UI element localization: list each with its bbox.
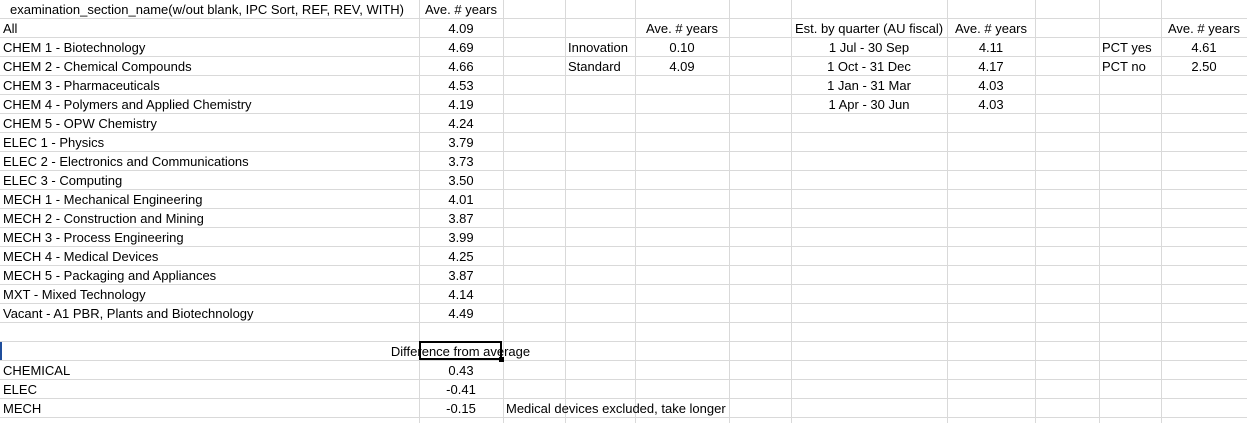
row-value-mech4[interactable]: 4.25 [448, 249, 474, 264]
gridline-horizontal [0, 379, 1247, 380]
gridline-horizontal [0, 37, 1247, 38]
gridline-horizontal [0, 151, 1247, 152]
row-label-mech1[interactable]: MECH 1 - Mechanical Engineering [3, 192, 203, 207]
gridline-vertical [729, 0, 730, 423]
quarter-value-q3[interactable]: 4.03 [978, 78, 1004, 93]
column-header-section-name[interactable]: examination_section_name(w/out blank, IP… [10, 2, 405, 17]
row-value-mech3[interactable]: 3.99 [448, 230, 474, 245]
quarter-label-q4[interactable]: 1 Apr - 30 Jun [828, 97, 910, 112]
row-label-chem2[interactable]: CHEM 2 - Chemical Compounds [3, 59, 192, 74]
quarter-value-q2[interactable]: 4.17 [978, 59, 1004, 74]
row-value-elec3[interactable]: 3.50 [448, 173, 474, 188]
gridline-horizontal [0, 75, 1247, 76]
row-label-chem5[interactable]: CHEM 5 - OPW Chemistry [3, 116, 157, 131]
gridline-horizontal [0, 113, 1247, 114]
gridline-vertical [1099, 0, 1100, 423]
gridline-vertical [419, 0, 420, 423]
gridline-horizontal [0, 341, 1247, 342]
type-header-ave-years[interactable]: Ave. # years [645, 21, 719, 36]
row-value-elec1[interactable]: 3.79 [448, 135, 474, 150]
pct-label-yes[interactable]: PCT yes [1102, 40, 1152, 55]
row-value-chem2[interactable]: 4.66 [448, 59, 474, 74]
quarter-label-q2[interactable]: 1 Oct - 31 Dec [827, 59, 911, 74]
row-marker [0, 342, 2, 360]
gridline-horizontal [0, 398, 1247, 399]
row-value-mech5[interactable]: 3.87 [448, 268, 474, 283]
row-label-all[interactable]: All [3, 21, 18, 36]
row-label-mech2[interactable]: MECH 2 - Construction and Mining [3, 211, 204, 226]
row-label-elec2[interactable]: ELEC 2 - Electronics and Communications [3, 154, 249, 169]
pct-header-ave-years[interactable]: Ave. # years [1167, 21, 1241, 36]
gridline-horizontal [0, 284, 1247, 285]
row-label-mech3[interactable]: MECH 3 - Process Engineering [3, 230, 184, 245]
quarter-header-label[interactable]: Est. by quarter (AU fiscal) [794, 21, 944, 36]
type-label-standard[interactable]: Standard [568, 59, 621, 74]
row-value-mech2[interactable]: 3.87 [448, 211, 474, 226]
type-label-innovation[interactable]: Innovation [568, 40, 628, 55]
row-value-chem5[interactable]: 4.24 [448, 116, 474, 131]
gridline-horizontal [0, 56, 1247, 57]
diff-value-elec[interactable]: -0.41 [446, 382, 476, 397]
diff-value-mech[interactable]: -0.15 [446, 401, 476, 416]
pct-value-yes[interactable]: 4.61 [1191, 40, 1217, 55]
quarter-label-q1[interactable]: 1 Jul - 30 Sep [828, 40, 910, 55]
pct-value-no[interactable]: 2.50 [1191, 59, 1217, 74]
row-value-chem4[interactable]: 4.19 [448, 97, 474, 112]
type-value-innovation[interactable]: 0.10 [669, 40, 695, 55]
gridline-vertical [947, 0, 948, 423]
difference-title[interactable]: Difference from average [390, 344, 531, 359]
quarter-label-q3[interactable]: 1 Jan - 31 Mar [827, 78, 911, 93]
gridline-horizontal [0, 322, 1247, 323]
gridline-vertical [1161, 0, 1162, 423]
row-value-chem1[interactable]: 4.69 [448, 40, 474, 55]
gridline-vertical [1035, 0, 1036, 423]
fill-handle[interactable] [499, 357, 504, 362]
quarter-value-q4[interactable]: 4.03 [978, 97, 1004, 112]
gridline-horizontal [0, 170, 1247, 171]
diff-label-mech[interactable]: MECH [3, 401, 42, 416]
quarter-header-ave-years[interactable]: Ave. # years [954, 21, 1028, 36]
gridline-vertical [565, 0, 566, 423]
gridline-horizontal [0, 208, 1247, 209]
gridline-horizontal [0, 303, 1247, 304]
gridline-horizontal [0, 94, 1247, 95]
gridline-horizontal [0, 227, 1247, 228]
row-label-mxt[interactable]: MXT - Mixed Technology [3, 287, 146, 302]
row-label-chem1[interactable]: CHEM 1 - Biotechnology [3, 40, 146, 55]
diff-value-chemical[interactable]: 0.43 [448, 363, 474, 378]
row-value-chem3[interactable]: 4.53 [448, 78, 474, 93]
gridline-horizontal [0, 189, 1247, 190]
gridline-horizontal [0, 360, 1247, 361]
row-value-mxt[interactable]: 4.14 [448, 287, 474, 302]
diff-note-mech[interactable]: Medical devices excluded, take longer [506, 401, 726, 416]
gridline-vertical [635, 0, 636, 423]
row-value-all[interactable]: 4.09 [448, 21, 474, 36]
row-label-vacant[interactable]: Vacant - A1 PBR, Plants and Biotechnolog… [3, 306, 254, 321]
gridline-horizontal [0, 18, 1247, 19]
gridline-horizontal [0, 417, 1247, 418]
row-label-elec1[interactable]: ELEC 1 - Physics [3, 135, 105, 150]
gridline-vertical [503, 0, 504, 423]
gridline-vertical [791, 0, 792, 423]
row-value-vacant[interactable]: 4.49 [448, 306, 474, 321]
row-value-mech1[interactable]: 4.01 [448, 192, 474, 207]
row-label-chem3[interactable]: CHEM 3 - Pharmaceuticals [3, 78, 160, 93]
diff-label-chemical[interactable]: CHEMICAL [3, 363, 71, 378]
pct-label-no[interactable]: PCT no [1102, 59, 1146, 74]
gridline-horizontal [0, 265, 1247, 266]
diff-label-elec[interactable]: ELEC [3, 382, 37, 397]
row-value-elec2[interactable]: 3.73 [448, 154, 474, 169]
row-label-elec3[interactable]: ELEC 3 - Computing [3, 173, 123, 188]
quarter-value-q1[interactable]: 4.11 [978, 40, 1004, 55]
gridline-horizontal [0, 132, 1247, 133]
row-label-mech4[interactable]: MECH 4 - Medical Devices [3, 249, 159, 264]
row-label-mech5[interactable]: MECH 5 - Packaging and Appliances [3, 268, 217, 283]
type-value-standard[interactable]: 4.09 [669, 59, 695, 74]
gridline-horizontal [0, 246, 1247, 247]
column-header-ave-years[interactable]: Ave. # years [424, 2, 498, 17]
row-label-chem4[interactable]: CHEM 4 - Polymers and Applied Chemistry [3, 97, 252, 112]
